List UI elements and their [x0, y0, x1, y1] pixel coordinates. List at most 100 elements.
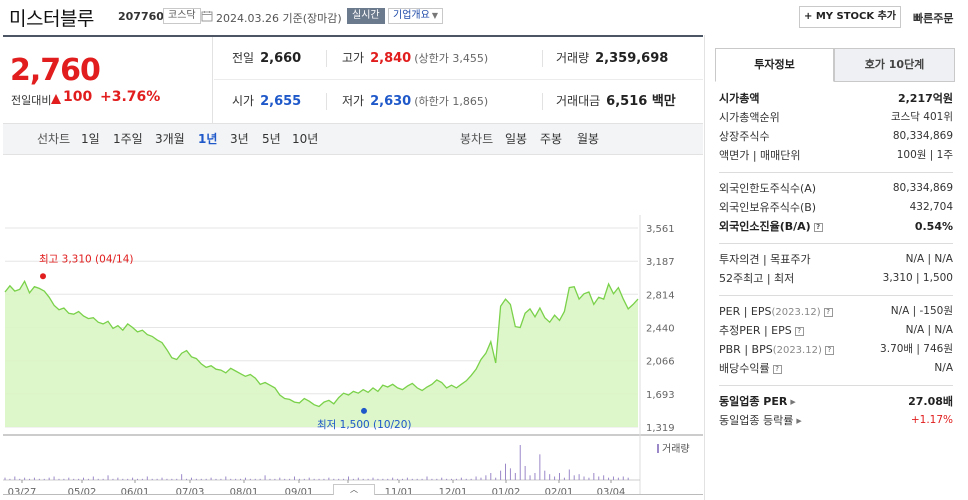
foreign-rate-label: 외국인소진율(B/A): [719, 220, 811, 233]
x-tick-label: 08/01: [230, 487, 259, 495]
period-3m[interactable]: 3개월: [155, 132, 185, 146]
sector-per-value: 27.08배: [908, 395, 953, 408]
pbr-period: (2023.12): [772, 345, 822, 356]
candle-chart-title: 봉차트: [460, 132, 494, 146]
period-10y[interactable]: 10년: [292, 132, 319, 146]
company-overview-dropdown[interactable]: 기업개요 ▼: [388, 8, 443, 24]
period-1y[interactable]: 1년: [198, 132, 218, 146]
info-row: PBR | BPS(2023.12)? 3.70배 | 746원: [719, 340, 953, 359]
help-icon[interactable]: ?: [794, 326, 804, 336]
pbr-label: PBR | BPS: [719, 343, 773, 356]
divider: [719, 243, 953, 244]
sector-rate-label-wrap[interactable]: 동일업종 등락률 ▶: [719, 411, 802, 431]
volume-legend-swatch: [657, 444, 659, 453]
price-box: 2,760 전일대비 100 +3.76%: [3, 37, 213, 123]
per-period: (2023.12): [771, 307, 821, 318]
period-bar: 선차트 1일 1주일 3개월 1년 3년 5년 10년 봉차트 일봉 주봉 월봉: [3, 123, 703, 155]
info-row: 배당수익률? N/A: [719, 359, 953, 378]
x-tick-label: 01/02: [492, 487, 521, 495]
info-row: PER | EPS(2023.12)? N/A | -150원: [719, 302, 953, 321]
help-icon[interactable]: ?: [823, 307, 833, 317]
caret-right-icon: ▶: [790, 397, 796, 406]
x-tick-label: 02/01: [545, 487, 574, 495]
info-row: 투자의견 | 목표주가 N/A | N/A: [719, 250, 953, 269]
info-row: 동일업종 등락률 ▶ +1.17%: [719, 411, 953, 430]
amount-cell: 거래대금 6,516 백만: [556, 80, 676, 123]
foreign-rate-label-wrap: 외국인소진율(B/A)?: [719, 217, 823, 236]
collapse-chart-button[interactable]: ︿: [333, 484, 375, 495]
info-row: 추정PER | EPS? N/A | N/A: [719, 321, 953, 340]
sector-rate-value: +1.17%: [910, 414, 953, 426]
amount-value: 6,516 백만: [606, 94, 676, 109]
est-per-value: N/A | N/A: [905, 324, 953, 336]
amount-label: 거래대금: [556, 94, 601, 108]
sector-rate-label: 동일업종 등락률: [719, 414, 794, 427]
high-marker: [40, 273, 46, 280]
stock-header: 미스터블루 207760 코스닥 2024.03.26 기준(장마감) 실시간 …: [0, 0, 968, 34]
quick-order-link[interactable]: 빠른주문: [913, 12, 954, 25]
period-1w[interactable]: 1주일: [113, 132, 143, 146]
candle-monthly[interactable]: 월봉: [577, 132, 600, 146]
x-tick-label: 06/01: [121, 487, 150, 495]
x-tick-label: 03/27: [8, 487, 37, 495]
period-1d[interactable]: 1일: [81, 132, 100, 146]
foreign-rate-value: 0.54%: [914, 220, 953, 233]
y-tick-label: 2,814: [646, 290, 675, 301]
low-value: 2,630: [370, 94, 412, 109]
period-3y[interactable]: 3년: [230, 132, 249, 146]
quote-row: 전일 2,660 고가 2,840 (상한가 3,455) 거래량 2,359,698: [214, 37, 703, 80]
week52-label: 52주최고 | 최저: [719, 272, 795, 285]
y-tick-label: 3,561: [646, 224, 675, 235]
x-tick-label: 12/01: [439, 487, 468, 495]
x-tick-label: 11/01: [385, 487, 414, 495]
market-badge: 코스닥: [163, 8, 201, 24]
foreign-limit-label: 외국인한도주식수(A): [719, 182, 817, 195]
quote-grid: 전일 2,660 고가 2,840 (상한가 3,455) 거래량 2,359,698 …: [214, 37, 703, 123]
sector-per-label-wrap[interactable]: 동일업종 PER ▶: [719, 392, 796, 412]
candle-weekly[interactable]: 주봉: [540, 132, 563, 146]
stock-name: 미스터블루: [9, 8, 94, 30]
candle-daily[interactable]: 일봉: [505, 132, 528, 146]
high-label: 고가: [342, 51, 365, 65]
dividend-label-wrap: 배당수익률?: [719, 359, 782, 378]
x-tick-label: 09/01: [285, 487, 314, 495]
period-5y[interactable]: 5년: [262, 132, 281, 146]
est-per-label: 추정PER | EPS: [719, 324, 792, 337]
prev-close-cell: 전일 2,660: [232, 37, 301, 80]
low-annotation: 최저 1,500 (10/20): [317, 419, 412, 431]
x-tick-label: 03/04: [597, 487, 626, 495]
info-panel: 투자정보 호가 10단계 시가총액 2,217억원 시가총액순위 코스닥 401…: [704, 35, 968, 500]
help-icon[interactable]: ?: [813, 222, 823, 232]
up-arrow-icon: [51, 94, 61, 104]
caret-right-icon: ▶: [796, 416, 802, 425]
upper-limit: (상한가 3,455): [414, 52, 489, 65]
help-icon[interactable]: ?: [824, 345, 834, 355]
face-value-value: 100원 | 1주: [896, 149, 953, 161]
info-row: 액면가 | 매매단위 100원 | 1주: [719, 146, 953, 165]
market-cap-label: 시가총액: [719, 92, 760, 105]
open-value: 2,655: [260, 94, 302, 109]
dividend-label: 배당수익률: [719, 362, 770, 375]
calendar-icon: [201, 11, 213, 22]
tab-invest-info[interactable]: 투자정보: [715, 48, 834, 82]
market-cap-value: 2,217억원: [897, 92, 953, 105]
per-value: N/A | -150원: [890, 305, 953, 317]
change-label: 전일대비: [11, 94, 52, 107]
info-row: 외국인보유주식수(B) 432,704: [719, 198, 953, 217]
shares-label: 상장주식수: [719, 130, 770, 143]
low-label: 저가: [342, 94, 365, 108]
volume-cell: 거래량 2,359,698: [556, 37, 668, 80]
divider: [326, 93, 327, 110]
date-text: 2024.03.26 기준(장마감): [216, 12, 342, 25]
volume-value: 2,359,698: [595, 51, 669, 66]
help-icon[interactable]: ?: [772, 364, 782, 374]
face-value-label: 액면가 | 매매단위: [719, 149, 801, 162]
divider: [326, 50, 327, 67]
chevron-down-icon: ▼: [431, 11, 438, 20]
price-line: [4, 279, 639, 408]
add-mystock-button[interactable]: + MY STOCK 추가: [799, 6, 901, 28]
foreign-hold-value: 432,704: [909, 201, 953, 213]
tab-orderbook[interactable]: 호가 10단계: [834, 48, 955, 82]
sector-per-label: 동일업종 PER: [719, 395, 788, 408]
realtime-button[interactable]: 실시간: [347, 8, 385, 24]
